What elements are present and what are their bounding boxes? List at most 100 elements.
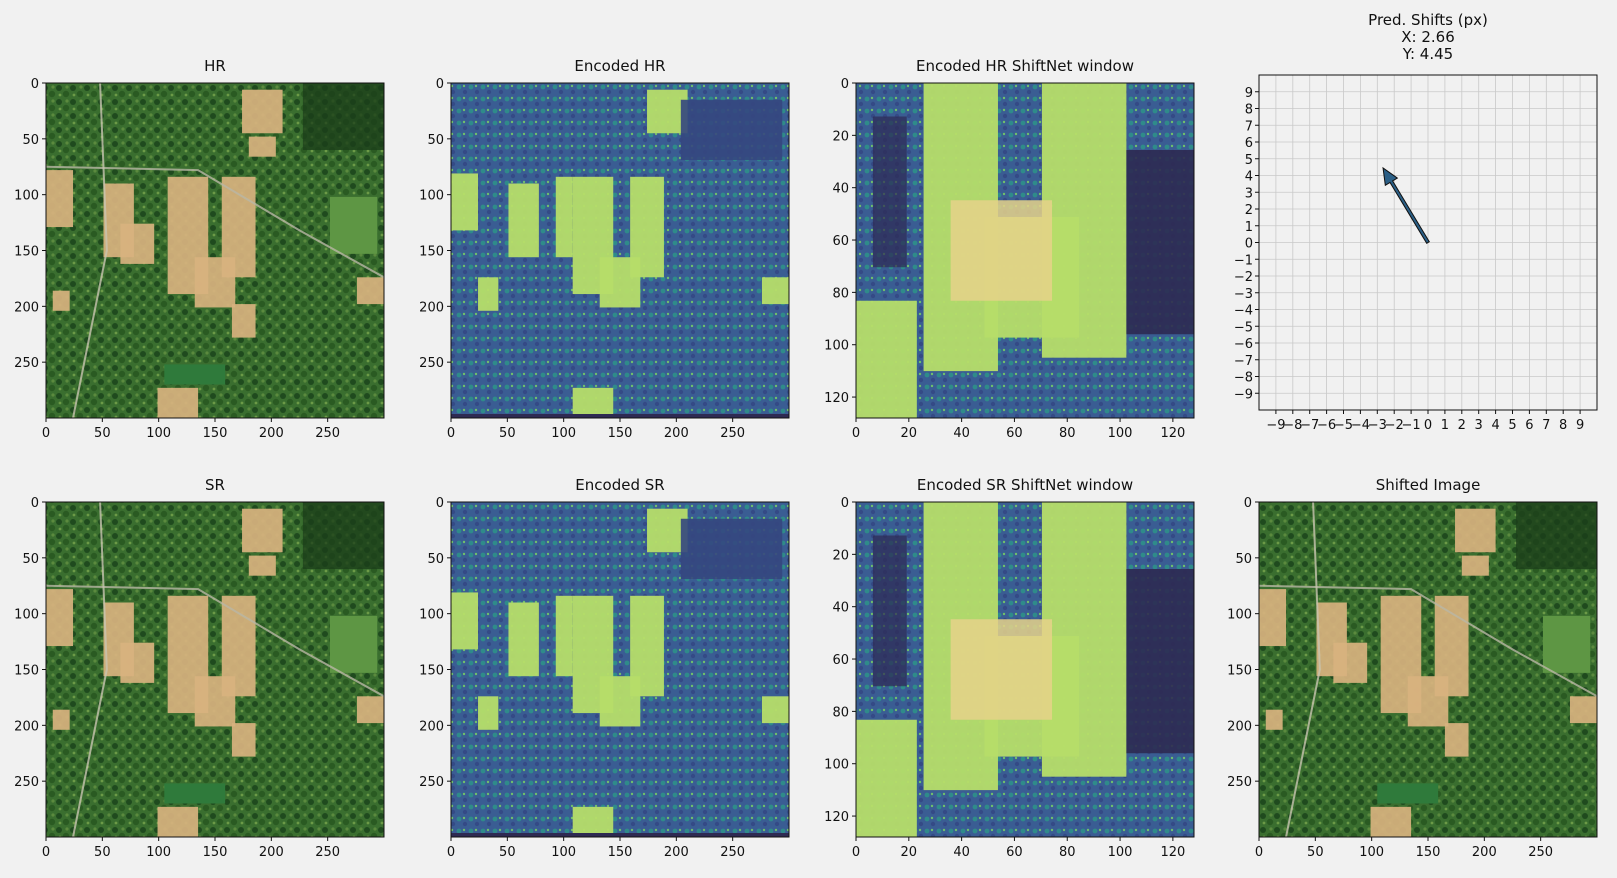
low-activation-region xyxy=(1126,569,1194,754)
forest-patch xyxy=(302,502,384,569)
panel-shifted-image: 0 50 100 150 200 250 0 50 100 150 200 250 Shifted Im… xyxy=(1227,476,1598,860)
x-tick-label: 150 xyxy=(203,845,228,860)
x-tick-label: 200 xyxy=(664,845,689,860)
y-tick-label: 8 xyxy=(1245,103,1253,118)
high-activation-region xyxy=(451,592,479,650)
field-patch xyxy=(46,170,74,228)
chart-title: Pred. Shifts (px) xyxy=(1368,11,1488,29)
forest-patch xyxy=(1515,502,1597,569)
road-line xyxy=(72,82,108,419)
x-tick-label: 100 xyxy=(551,426,576,441)
high-activation-region xyxy=(572,387,614,415)
x-tick-label: 100 xyxy=(1108,426,1133,441)
y-tick-label: 0 xyxy=(1245,237,1253,252)
field-patch xyxy=(52,709,70,730)
y-tick-label: 100 xyxy=(14,189,39,204)
low-activation-region xyxy=(872,535,907,687)
field-patch xyxy=(242,508,283,553)
x-tick-label: 4 xyxy=(1491,418,1499,433)
y-tick-label: −8 xyxy=(1234,371,1253,386)
panel-pred-shifts-px: −9−8−7−6−5−4−3−2−1 0 1 2 3 4 5 6 7 8 9−9−8−7−6−5−4… xyxy=(1234,11,1598,433)
y-tick-label: 200 xyxy=(14,719,39,734)
border-strip xyxy=(451,414,789,418)
x-tick-label: 0 xyxy=(447,845,455,860)
y-tick-label: 100 xyxy=(419,608,444,623)
x-tick-label: 250 xyxy=(315,426,340,441)
x-tick-label: 150 xyxy=(203,426,228,441)
y-tick-label: 150 xyxy=(14,664,39,679)
field-patch xyxy=(120,223,155,264)
field-patch xyxy=(356,696,384,724)
axes-frame xyxy=(855,501,1195,838)
x-tick-label: 150 xyxy=(608,426,633,441)
x-tick-label: 2 xyxy=(1458,418,1466,433)
x-tick-label: 20 xyxy=(901,426,918,441)
meadow-patch xyxy=(329,196,378,254)
x-tick-label: 60 xyxy=(1006,845,1023,860)
high-activation-region xyxy=(856,719,917,837)
y-tick-label: 200 xyxy=(419,719,444,734)
y-tick-label: 0 xyxy=(1244,496,1252,511)
y-tick-label: 250 xyxy=(419,356,444,371)
x-tick-label: −7 xyxy=(1300,418,1319,433)
x-tick-label: −3 xyxy=(1368,418,1387,433)
road-line xyxy=(1258,584,1598,698)
x-tick-label: 150 xyxy=(608,845,633,860)
panel-encoded-hr-shiftnet-window: 0 20 40 60 80 100 120 0 20 40 60 80 100 120 Encoded HR… xyxy=(824,57,1195,441)
road-line xyxy=(45,584,385,698)
x-tick-label: 200 xyxy=(259,426,284,441)
high-activation-region xyxy=(856,300,917,418)
y-tick-label: 3 xyxy=(1245,186,1253,201)
y-tick-label: 0 xyxy=(436,77,444,92)
x-tick-label: 5 xyxy=(1508,418,1516,433)
x-tick-label: −4 xyxy=(1351,418,1370,433)
x-tick-label: 120 xyxy=(1160,845,1185,860)
x-tick-label: 200 xyxy=(259,845,284,860)
y-tick-label: 100 xyxy=(824,339,849,354)
field-patch xyxy=(1265,709,1283,730)
x-tick-label: −6 xyxy=(1317,418,1336,433)
x-tick-label: 40 xyxy=(953,845,970,860)
field-patch xyxy=(356,277,384,305)
x-tick-label: 50 xyxy=(499,845,516,860)
y-tick-label: −9 xyxy=(1234,387,1253,402)
high-activation-region xyxy=(647,508,688,553)
x-tick-label: 20 xyxy=(901,845,918,860)
y-tick-label: −3 xyxy=(1234,287,1253,302)
y-tick-label: −4 xyxy=(1234,304,1253,319)
road-line xyxy=(45,165,385,279)
x-tick-label: 1 xyxy=(1441,418,1449,433)
panel-title: Shifted Image xyxy=(1376,476,1481,494)
y-tick-label: 50 xyxy=(427,133,444,148)
y-tick-label: 0 xyxy=(436,496,444,511)
low-activation-region xyxy=(680,518,783,580)
y-tick-label: 0 xyxy=(841,77,849,92)
x-tick-label: 0 xyxy=(852,845,860,860)
field-patch xyxy=(1461,555,1489,576)
x-tick-label: 7 xyxy=(1542,418,1550,433)
y-tick-label: 50 xyxy=(22,133,39,148)
y-tick-label: 50 xyxy=(427,552,444,567)
y-tick-label: 50 xyxy=(22,552,39,567)
x-tick-label: 80 xyxy=(1059,426,1076,441)
high-activation-region xyxy=(950,619,1053,720)
x-tick-label: −5 xyxy=(1334,418,1353,433)
y-tick-label: 100 xyxy=(14,608,39,623)
meadow-patch xyxy=(329,615,378,673)
field-patch xyxy=(231,304,256,338)
road-line xyxy=(1285,501,1321,838)
panel-title: Encoded SR ShiftNet window xyxy=(917,476,1133,494)
panel-title: Encoded HR ShiftNet window xyxy=(916,57,1134,75)
x-tick-label: 250 xyxy=(315,845,340,860)
y-tick-label: 0 xyxy=(31,496,39,511)
x-tick-label: 60 xyxy=(1006,426,1023,441)
x-tick-label: 250 xyxy=(1528,845,1553,860)
high-activation-region xyxy=(572,806,614,834)
x-tick-label: 40 xyxy=(953,426,970,441)
x-tick-label: −8 xyxy=(1283,418,1302,433)
y-tick-label: 20 xyxy=(832,129,849,144)
y-tick-label: 80 xyxy=(832,286,849,301)
x-tick-label: 50 xyxy=(94,845,111,860)
field-patch xyxy=(194,257,236,308)
